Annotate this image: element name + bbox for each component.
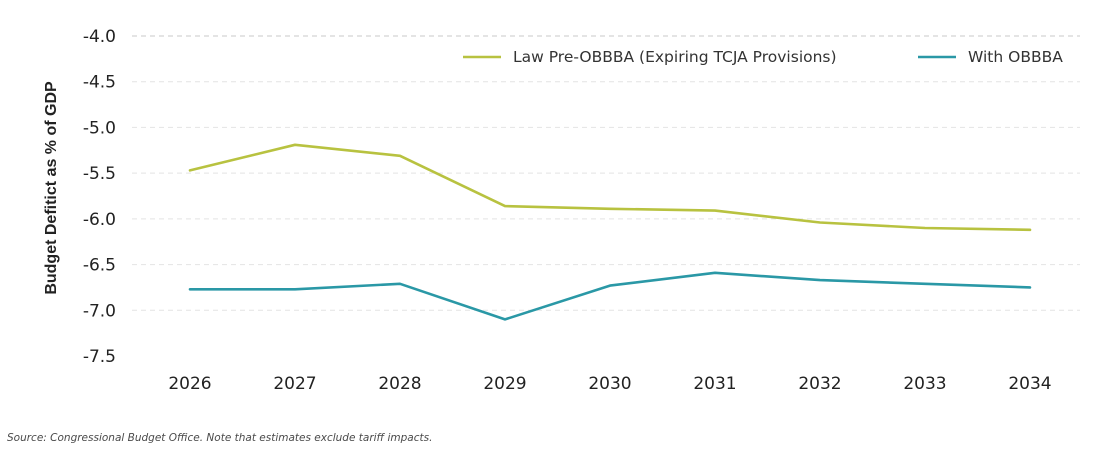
y-tick-label: -6.5 xyxy=(83,256,116,276)
x-tick-label: 2032 xyxy=(798,374,841,394)
y-tick-label: -5.5 xyxy=(83,164,116,184)
legend-label: Law Pre-OBBBA (Expiring TCJA Provisions) xyxy=(513,48,837,66)
y-tick-label: -5.0 xyxy=(83,118,116,138)
series-lines xyxy=(188,143,1032,321)
gridlines xyxy=(132,35,1080,311)
y-tick-label: -7.0 xyxy=(83,301,116,321)
x-tick-label: 2034 xyxy=(1008,374,1051,394)
x-axis-ticks: 2026 2027 2028 2029 2030 2031 2032 2033 2034 xyxy=(168,374,1051,394)
y-tick-label: -7.5 xyxy=(83,347,116,367)
series-line-2 xyxy=(188,271,1032,321)
legend-label: With OBBBA xyxy=(968,48,1063,66)
series-line-1 xyxy=(188,143,1032,232)
y-axis-ticks: -4.0 -4.5 -5.0 -5.5 -6.0 -6.5 -7.0 -7.5 xyxy=(83,27,116,367)
y-tick-label: -4.5 xyxy=(83,73,116,93)
y-tick-label: -4.0 xyxy=(83,27,116,47)
x-tick-label: 2031 xyxy=(693,374,736,394)
source-note: Source: Congressional Budget Office. Not… xyxy=(7,432,433,444)
x-tick-label: 2030 xyxy=(588,374,631,394)
line-chart: -4.0-4.5-5.0-5.5-6.0-6.5-7.0-7.5 2026 202… xyxy=(43,27,1080,394)
x-tick-label: 2028 xyxy=(378,374,421,394)
x-tick-label: 2033 xyxy=(903,374,946,394)
x-tick-label: 2026 xyxy=(168,374,211,394)
x-tick-label: 2027 xyxy=(273,374,316,394)
x-tick-label: 2029 xyxy=(483,374,526,394)
y-axis-label: Budget Defitict as % of GDP xyxy=(43,81,60,295)
legend: Law Pre-OBBBA (Expiring TCJA Provisions)… xyxy=(463,48,1063,66)
y-tick-label: -6.0 xyxy=(83,210,116,230)
